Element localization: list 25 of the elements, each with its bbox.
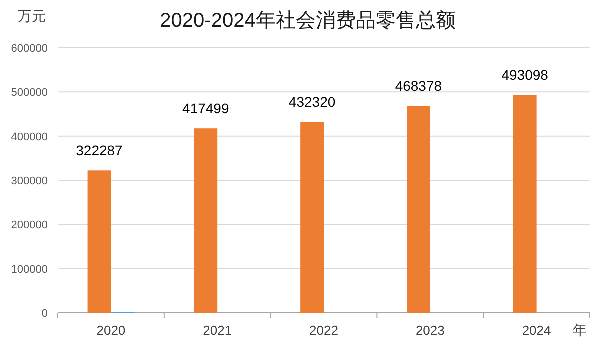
chart-title: 2020-2024年社会消费品零售总额 — [160, 10, 456, 32]
data-label: 432320 — [288, 94, 336, 110]
y-tick-label: 300000 — [11, 176, 48, 188]
bar — [194, 128, 218, 313]
bar — [513, 95, 537, 313]
bar — [406, 106, 430, 313]
x-tick-label: 2024 — [522, 323, 552, 338]
data-label: 468378 — [395, 78, 442, 94]
y-tick-label: 100000 — [11, 264, 48, 276]
data-label: 493098 — [502, 67, 549, 84]
y-tick-label: 0 — [42, 308, 48, 320]
x-axis-title: 年 — [573, 322, 587, 338]
data-label: 417499 — [182, 100, 230, 117]
y-tick-label: 200000 — [11, 220, 48, 232]
bar — [300, 122, 324, 313]
data-label: 322287 — [76, 142, 124, 159]
x-tick-label: 2020 — [96, 323, 126, 338]
x-tick-label: 2023 — [416, 323, 445, 338]
bar — [88, 170, 112, 313]
y-tick-label: 600000 — [11, 43, 48, 55]
x-tick-label: 2021 — [203, 323, 232, 338]
y-axis-title: 万元 — [18, 8, 46, 24]
x-tick-label: 2022 — [310, 323, 338, 338]
y-tick-label: 500000 — [11, 87, 48, 100]
y-tick-label: 400000 — [11, 131, 48, 144]
